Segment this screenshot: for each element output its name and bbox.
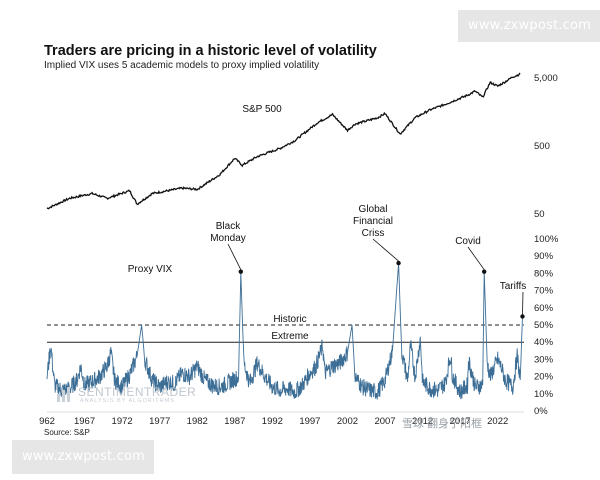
vix-tick-label: 50% <box>534 320 554 331</box>
spx-tick-label: 5,000 <box>534 73 558 84</box>
watermark-top: www.zxwpost.com <box>458 10 600 42</box>
spx-panel: S&P 500 5,000 500 50 <box>46 72 558 220</box>
vix-tick-label: 90% <box>534 251 554 262</box>
vix-tick-label: 100% <box>534 234 559 245</box>
annotation-label: Black <box>216 221 241 232</box>
chart-subtitle: Implied VIX uses 5 academic models to pr… <box>44 60 320 71</box>
sentimentrader-logo-icon <box>57 387 70 402</box>
x-tick-label: 2002 <box>337 416 358 427</box>
vix-tick-label: 60% <box>534 303 554 314</box>
annotation-leader <box>467 246 485 270</box>
vix-tick-label: 10% <box>534 389 554 400</box>
x-tick-label: 2012 <box>412 416 433 427</box>
x-tick-label: 1982 <box>187 416 208 427</box>
spx-tick-label: 50 <box>534 209 545 220</box>
chart-title: Traders are pricing in a historic level … <box>44 43 377 59</box>
spx-series-label: S&P 500 <box>242 104 282 115</box>
annotation-label: Global <box>359 204 388 215</box>
vix-tick-label: 30% <box>534 354 554 365</box>
spx-tick-label: 500 <box>534 141 550 152</box>
x-tick-label: 1997 <box>299 416 320 427</box>
brand-name: SENTIMENTRADER <box>78 385 197 399</box>
source-note: Source: S&P <box>44 428 90 437</box>
annotation-label: Monday <box>210 233 246 244</box>
annotation-label: Criss <box>362 228 385 239</box>
vix-tick-label: 0% <box>534 406 548 417</box>
x-tick-label: 2022 <box>487 416 508 427</box>
annotation-label: Covid <box>455 236 481 247</box>
annotation-label: Financial <box>353 216 393 227</box>
x-tick-label: 1977 <box>149 416 170 427</box>
annotation-label: Tariffs <box>500 281 527 292</box>
x-tick-label: 1992 <box>262 416 283 427</box>
spx-series-line <box>46 72 521 210</box>
vix-tick-label: 70% <box>534 286 554 297</box>
watermark-bottom: www.zxwpost.com <box>12 440 154 474</box>
x-tick-label: 1972 <box>112 416 133 427</box>
vix-tick-label: 20% <box>534 372 554 383</box>
cn-watermark: 雪球 翻身宁阳框 <box>402 418 483 430</box>
reference-line-label: Extreme <box>271 331 309 342</box>
brand-tagline: ANALYSIS BY ALGORITHMS <box>80 398 175 404</box>
vix-series-label: Proxy VIX <box>128 264 173 275</box>
annotation-leader <box>372 238 399 262</box>
x-tick-label: 1967 <box>74 416 95 427</box>
annotation-leader <box>522 291 524 315</box>
x-tick-label: 2007 <box>374 416 395 427</box>
vix-tick-label: 40% <box>534 337 554 348</box>
annotation-dot <box>396 260 401 266</box>
annotation-dot <box>481 269 487 274</box>
x-tick-label: 2017 <box>450 416 471 427</box>
reference-line-label: Historic <box>273 314 306 325</box>
vix-series-line <box>46 263 523 400</box>
x-tick-label: 1987 <box>224 416 245 427</box>
annotation-dot <box>238 269 244 274</box>
vix-tick-label: 80% <box>534 268 554 279</box>
annotation-dot <box>520 314 525 319</box>
annotation-leader <box>227 243 242 270</box>
x-tick-label: 962 <box>39 416 55 427</box>
